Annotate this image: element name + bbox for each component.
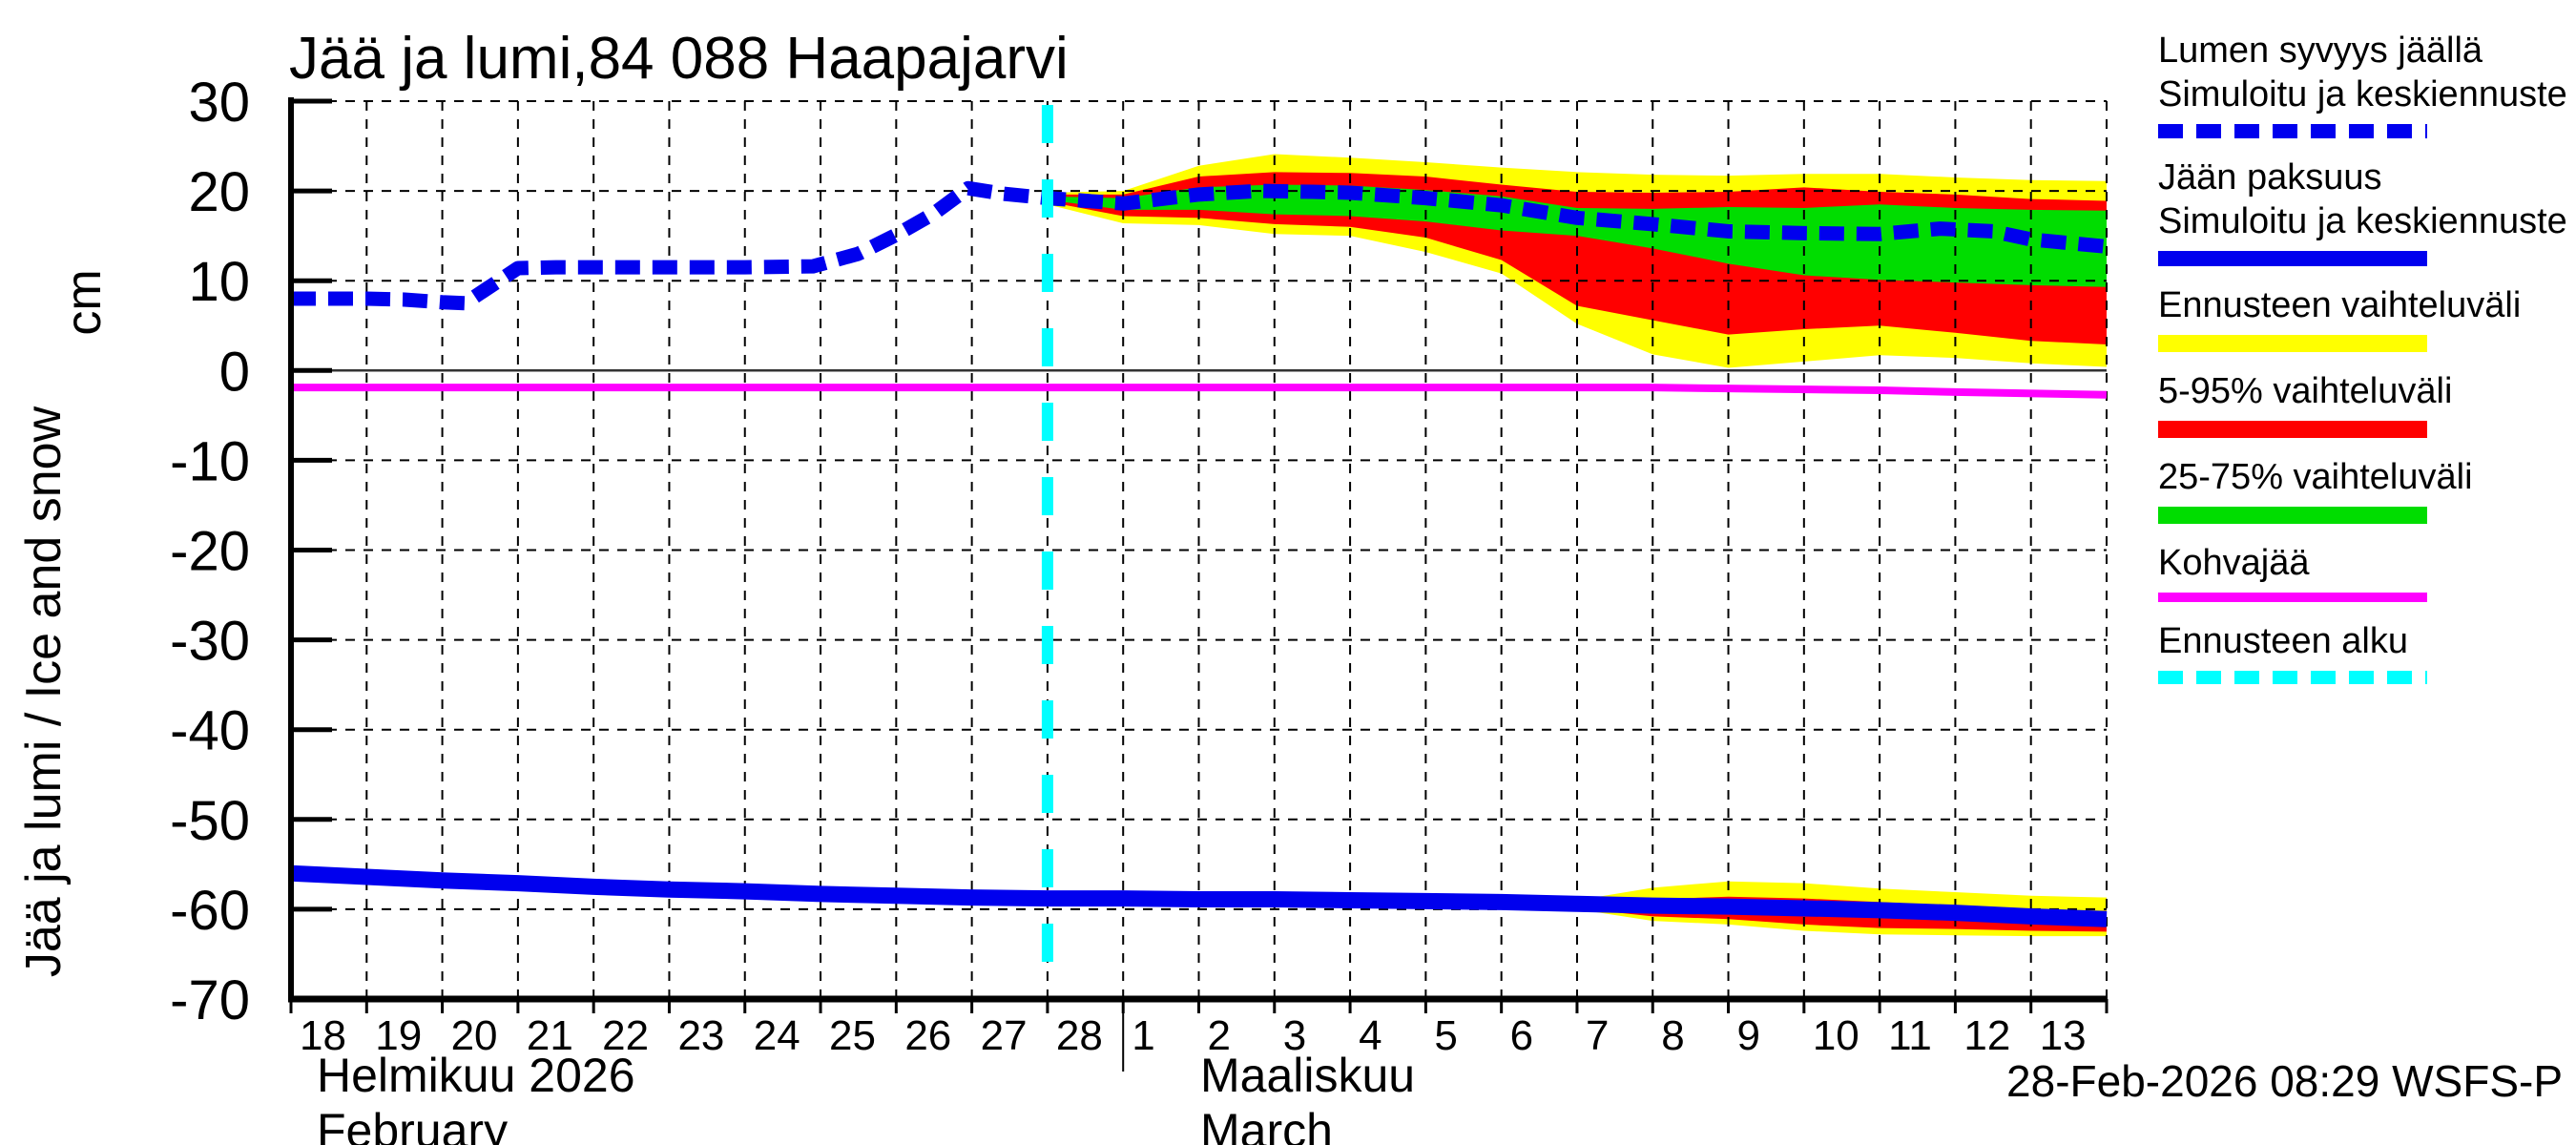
- legend-line-sample: [2158, 671, 2427, 684]
- x-tick-label: 12: [1963, 1012, 2010, 1059]
- x-tick-label: 2: [1208, 1012, 1231, 1059]
- x-tick-label: 23: [677, 1012, 724, 1059]
- x-tick-label: 5: [1434, 1012, 1457, 1059]
- x-tick-label: 18: [300, 1012, 346, 1059]
- forecast-timestamp: 28-Feb-2026 08:29 WSFS-P: [2006, 1056, 2563, 1106]
- series-ice_thickness_median: [290, 864, 2108, 927]
- legend-item-label: Jään paksuus: [2158, 157, 2382, 198]
- month-label-february-en: February: [317, 1104, 509, 1145]
- legend-line-sample: [2158, 335, 2427, 352]
- legend-item: Jään paksuus Simuloitu ja keskiennuste: [2158, 156, 2574, 266]
- month-label-february-fi: Helmikuu 2026: [317, 1049, 635, 1102]
- y-tick-label: -10: [170, 430, 250, 492]
- legend-item-label: 25-75% vaihteluväli: [2158, 457, 2473, 497]
- legend-item-label: Ennusteen alku: [2158, 621, 2408, 661]
- chart-title: Jää ja lumi,84 088 Haapajarvi: [289, 26, 1069, 92]
- y-tick-label: 30: [188, 72, 250, 134]
- x-tick-label: 7: [1586, 1012, 1609, 1059]
- y-axis-label: Jää ja lumi / Ice and snow: [16, 406, 72, 978]
- legend-item-label: 5-95% vaihteluväli: [2158, 371, 2453, 411]
- y-tick-label: -70: [170, 969, 250, 1031]
- legend-item: 25-75% vaihteluväli: [2158, 455, 2574, 524]
- series-kohvajaa_frazil_ice: [291, 384, 2108, 399]
- y-tick-label: 0: [219, 341, 250, 403]
- legend-item: 5-95% vaihteluväli: [2158, 369, 2574, 438]
- x-tick-label: 11: [1888, 1012, 1932, 1059]
- x-tick-label: 26: [904, 1012, 951, 1059]
- x-tick-label: 1: [1132, 1012, 1154, 1059]
- x-tick-label: 24: [754, 1012, 800, 1059]
- band-snow_25_75_range: [1047, 184, 2107, 287]
- y-tick-label: -30: [170, 611, 250, 673]
- y-tick-label: 20: [188, 161, 250, 223]
- x-tick-label: 20: [451, 1012, 498, 1059]
- x-tick-label: 6: [1510, 1012, 1533, 1059]
- legend-line-sample: [2158, 251, 2427, 266]
- legend-item-label: Simuloitu ja keskiennuste: [2158, 74, 2567, 114]
- x-tick-label: 13: [2040, 1012, 2087, 1059]
- legend-item: Ennusteen vaihteluväli: [2158, 283, 2574, 352]
- legend-line-sample: [2158, 421, 2427, 438]
- x-tick-label: 28: [1056, 1012, 1103, 1059]
- legend-item: Ennusteen alku: [2158, 619, 2574, 684]
- legend-item-label: Ennusteen vaihteluväli: [2158, 285, 2522, 325]
- y-axis-unit-label: cm: [56, 269, 112, 336]
- legend-item: Lumen syvyys jäällä Simuloitu ja keskienn…: [2158, 29, 2574, 138]
- x-tick-label: 9: [1737, 1012, 1760, 1059]
- x-tick-label: 27: [981, 1012, 1028, 1059]
- y-tick-label: -40: [170, 700, 250, 762]
- x-tick-label: 8: [1661, 1012, 1684, 1059]
- legend-item: Kohvajää: [2158, 541, 2574, 602]
- legend-line-sample: [2158, 124, 2427, 138]
- legend-line-sample: [2158, 593, 2427, 602]
- month-label-march-en: March: [1200, 1104, 1333, 1145]
- legend-item-label: Kohvajää: [2158, 543, 2310, 583]
- x-tick-label: 25: [829, 1012, 876, 1059]
- x-tick-label: 10: [1813, 1012, 1859, 1059]
- y-tick-label: -60: [170, 880, 250, 942]
- y-tick-label: -20: [170, 521, 250, 583]
- x-tick-label: 22: [602, 1012, 649, 1059]
- legend-item-label: Simuloitu ja keskiennuste: [2158, 201, 2567, 241]
- x-tick-label: 3: [1283, 1012, 1306, 1059]
- x-tick-label: 21: [527, 1012, 573, 1059]
- month-label-march-fi: Maaliskuu: [1200, 1049, 1416, 1102]
- y-tick-label: 10: [188, 251, 250, 313]
- x-tick-label: 19: [375, 1012, 422, 1059]
- y-tick-label: -50: [170, 790, 250, 852]
- chart-legend: Lumen syvyys jäällä Simuloitu ja keskienn…: [2158, 29, 2574, 701]
- x-tick-label: 4: [1359, 1012, 1381, 1059]
- legend-item-label: Lumen syvyys jäällä: [2158, 31, 2483, 71]
- series-snow_depth_on_ice_median: [291, 180, 2108, 311]
- legend-line-sample: [2158, 507, 2427, 524]
